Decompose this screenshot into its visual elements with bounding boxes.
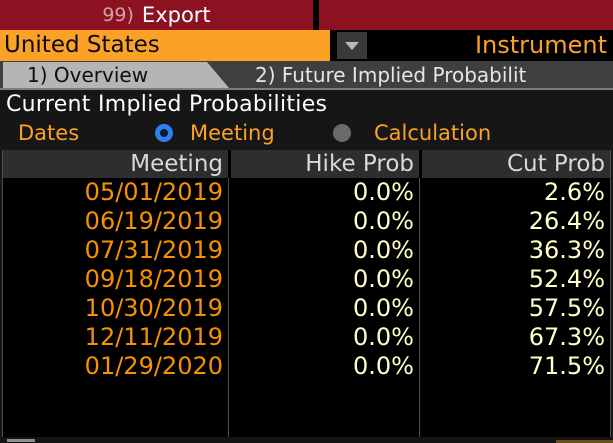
security-bar: United States Instrument	[0, 30, 613, 61]
tab-overview[interactable]: 1) Overview	[3, 62, 229, 88]
cut-prob-cell: 71.5%	[528, 352, 605, 380]
cut-prob-cell: 57.5%	[528, 294, 605, 322]
cut-prob-cell: 26.4%	[528, 207, 605, 235]
hike-prob-cell: 0.0%	[353, 265, 414, 293]
meeting-date-cell: 07/31/2019	[84, 236, 223, 264]
radio-meeting[interactable]	[155, 124, 173, 142]
cut-prob-cell: 36.3%	[528, 236, 605, 264]
country-selector[interactable]: United States	[0, 30, 330, 61]
table-row[interactable]: 06/19/2019 0.0% 26.4%	[3, 207, 610, 236]
meeting-date-cell: 01/29/2020	[84, 352, 223, 380]
export-button-number: 99)	[102, 4, 134, 26]
export-button[interactable]: 99) Export	[0, 0, 313, 30]
radio-calculation[interactable]	[333, 124, 351, 142]
column-header-cut-prob: Cut Prob	[419, 150, 610, 178]
meeting-date-cell: 09/18/2019	[84, 265, 223, 293]
table-row[interactable]: 05/01/2019 0.0% 2.6%	[3, 178, 610, 207]
column-header-meeting: Meeting	[3, 150, 228, 178]
table-row[interactable]: 12/11/2019 0.0% 67.3%	[3, 323, 610, 352]
hike-prob-cell: 0.0%	[353, 236, 414, 264]
country-dropdown-button[interactable]	[337, 32, 367, 59]
column-divider	[228, 177, 229, 437]
instrument-label: Instrument	[474, 31, 607, 59]
hike-prob-cell: 0.0%	[353, 294, 414, 322]
hike-prob-cell: 0.0%	[353, 207, 414, 235]
table-row[interactable]: 10/30/2019 0.0% 57.5%	[3, 294, 610, 323]
table-row[interactable]: 01/29/2020 0.0% 71.5%	[3, 352, 610, 381]
cut-prob-cell: 52.4%	[528, 265, 605, 293]
column-header-hike-prob: Hike Prob	[228, 150, 419, 178]
probabilities-table: Meeting Hike Prob Cut Prob 05/01/2019 0.…	[2, 150, 611, 437]
menu-bar: 99) Export	[0, 0, 613, 30]
meeting-date-cell: 05/01/2019	[84, 178, 223, 206]
menu-bar-spacer	[319, 0, 613, 30]
table-row[interactable]: 07/31/2019 0.0% 36.3%	[3, 236, 610, 265]
table-row[interactable]: 09/18/2019 0.0% 52.4%	[3, 265, 610, 294]
meeting-date-cell: 06/19/2019	[84, 207, 223, 235]
cut-prob-cell: 67.3%	[528, 323, 605, 351]
scrollbar-thumb-left[interactable]	[7, 439, 35, 442]
tab-future-implied-probability[interactable]: 2) Future Implied Probabilit	[255, 63, 527, 87]
page-title: Current Implied Probabilities	[6, 92, 328, 117]
tab-bar: 1) Overview 2) Future Implied Probabilit	[0, 61, 613, 90]
cut-prob-cell: 2.6%	[544, 178, 605, 206]
export-button-label: Export	[141, 3, 211, 27]
horizontal-scrollbar[interactable]	[0, 437, 613, 443]
dates-label: Dates	[18, 121, 80, 145]
hike-prob-cell: 0.0%	[353, 178, 414, 206]
chevron-down-icon	[345, 41, 359, 50]
radio-meeting-label[interactable]: Meeting	[190, 121, 275, 145]
hike-prob-cell: 0.0%	[353, 323, 414, 351]
hike-prob-cell: 0.0%	[353, 352, 414, 380]
table-header-row: Meeting Hike Prob Cut Prob	[3, 150, 610, 178]
radio-calculation-label[interactable]: Calculation	[374, 121, 492, 145]
column-divider	[419, 177, 420, 437]
scrollbar-segment-right[interactable]	[556, 440, 613, 443]
meeting-date-cell: 12/11/2019	[84, 323, 223, 351]
meeting-date-cell: 10/30/2019	[84, 294, 223, 322]
